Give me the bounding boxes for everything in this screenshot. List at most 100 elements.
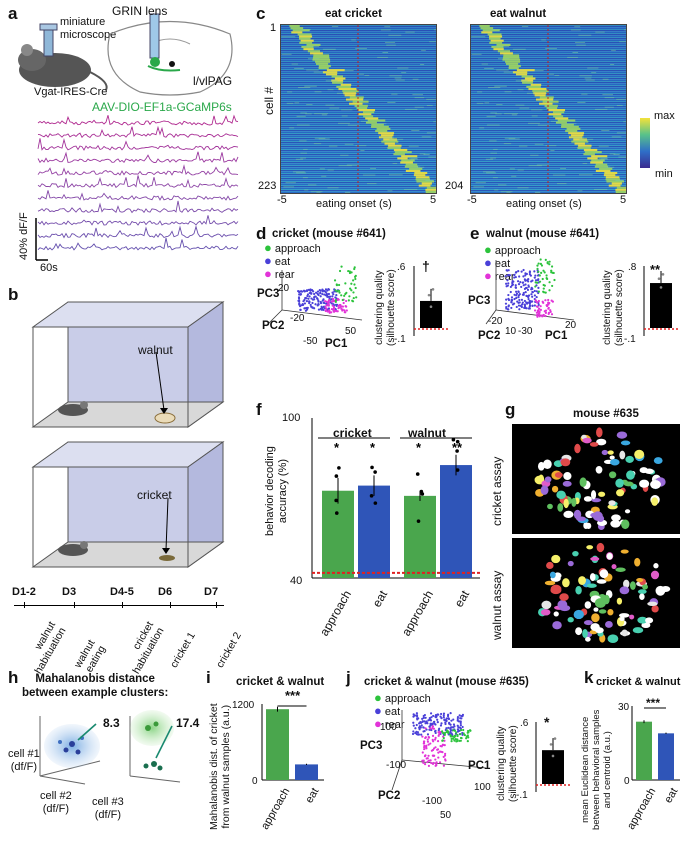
- panel-e-pc1: PC1: [545, 330, 568, 342]
- cell-mask: [639, 593, 645, 601]
- heat-band: [315, 60, 331, 63]
- decoding-bar: [358, 485, 390, 578]
- scatter-point: [510, 298, 513, 302]
- scatter-point: [537, 290, 540, 293]
- heat-speck: [426, 105, 433, 107]
- scatter-point: [440, 750, 443, 753]
- scatter-point: [524, 290, 527, 294]
- cell-mask: [573, 609, 584, 620]
- scatter-point: [533, 289, 536, 293]
- scatter-point: [527, 280, 530, 283]
- scatter-point: [327, 304, 330, 307]
- scatter-point: [335, 310, 338, 313]
- heat-speck: [506, 191, 511, 193]
- scatter-point: [529, 300, 532, 303]
- heat-speck: [325, 80, 338, 82]
- cricket-label: cricket: [137, 488, 172, 502]
- scatter-point: [553, 278, 556, 282]
- cell-mask: [594, 598, 606, 608]
- panel-j-scatter: [391, 710, 487, 791]
- scatter-point: [319, 295, 322, 298]
- scatter-point: [460, 737, 463, 740]
- panel-k-title: cricket & walnut: [596, 676, 681, 688]
- heat-speck: [412, 78, 419, 80]
- scatter-point: [546, 262, 549, 265]
- cell-mask: [634, 557, 641, 567]
- heat-band: [503, 56, 520, 59]
- scatter-point: [298, 300, 301, 303]
- scatter-point: [535, 281, 539, 284]
- heat-band: [426, 186, 436, 189]
- scatter-point: [338, 269, 342, 273]
- scatter-point: [520, 285, 523, 289]
- panel-k-ytick-0: 0: [624, 776, 630, 787]
- panel-e-sig: **: [650, 262, 661, 277]
- cell-mask: [556, 490, 566, 500]
- scatter-point: [420, 724, 423, 727]
- cell-mask: [567, 560, 574, 567]
- heat-band: [591, 155, 608, 158]
- heat-band: [493, 48, 504, 51]
- panel-d-scatter: [265, 265, 363, 327]
- cell-mask: [607, 634, 619, 644]
- scatter-point: [330, 307, 334, 311]
- scatter-point: [336, 310, 339, 313]
- scatter-point: [536, 264, 539, 267]
- heat-band: [590, 161, 603, 164]
- cell-mask: [592, 511, 603, 521]
- heat-band: [365, 121, 377, 124]
- heat-speck: [328, 145, 338, 147]
- scatter-point: [515, 290, 518, 293]
- heat-band: [605, 176, 620, 179]
- cricket-assay-label: cricket assay: [490, 456, 504, 526]
- panel-label-e: e: [470, 224, 480, 243]
- heat-band: [548, 113, 562, 116]
- scatter-point: [443, 754, 447, 757]
- scatter-point: [319, 289, 322, 292]
- walnut-assay-label: walnut assay: [490, 570, 504, 640]
- data-point: [553, 737, 557, 740]
- scatter-point: [530, 293, 533, 296]
- scatter-point: [538, 310, 541, 314]
- scatter-point: [517, 270, 520, 273]
- timeline-event: cricket 1: [168, 630, 198, 670]
- panel-e-tick-20: 20: [565, 320, 577, 331]
- heat-band: [393, 148, 408, 151]
- heat-speck: [489, 140, 497, 142]
- cell-mask: [551, 554, 561, 564]
- heat-band: [334, 77, 346, 80]
- heat-band: [405, 169, 421, 172]
- scatter-point: [507, 269, 510, 272]
- scatter-point: [547, 312, 550, 315]
- panel-j-bar: [535, 722, 570, 792]
- scatter-point: [422, 716, 425, 719]
- heat-speck: [526, 92, 535, 94]
- heat-speck: [593, 188, 608, 190]
- scatter-point: [507, 297, 510, 300]
- heat-speck: [471, 53, 482, 55]
- scatter-point: [519, 281, 522, 284]
- scatter-point: [429, 712, 433, 715]
- scatter-point: [453, 739, 456, 742]
- scatter-point: [345, 299, 348, 303]
- heat-band: [421, 182, 432, 185]
- heat-speck: [419, 153, 426, 155]
- scatter-point: [535, 295, 538, 299]
- scatter-point: [422, 740, 426, 743]
- cell-mask: [534, 475, 545, 485]
- heat-speck: [306, 104, 313, 106]
- scatter-point: [518, 308, 521, 311]
- scatter-point: [510, 296, 514, 299]
- scatter-point: [525, 294, 528, 297]
- scale-bar: [35, 218, 48, 261]
- heat-band: [561, 125, 579, 128]
- heatmap-right-last: 204: [445, 180, 464, 192]
- scatter-point: [548, 260, 551, 263]
- panel-i-ytick-0: 0: [252, 776, 258, 787]
- trace-scale-x: 60s: [40, 262, 58, 274]
- scatter-point: [546, 304, 549, 308]
- data-point: [427, 293, 431, 297]
- cell-mask: [607, 450, 614, 455]
- heat-speck: [380, 29, 391, 31]
- scatter-point: [307, 288, 311, 291]
